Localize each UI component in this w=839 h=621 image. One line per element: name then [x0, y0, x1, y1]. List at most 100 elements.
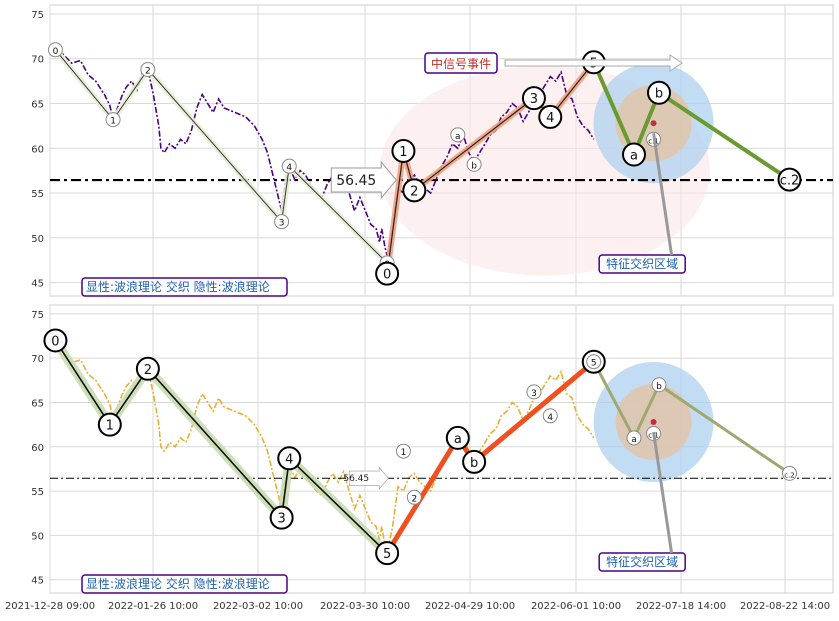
wave-label-1: 1: [401, 448, 407, 458]
wave-label-circle: [391, 138, 416, 163]
wave-label-circle: [450, 127, 466, 143]
wave-label-1: 1: [106, 419, 114, 434]
y-tick-label: 65: [31, 99, 44, 110]
wave-label-a: a: [455, 132, 461, 142]
wave-label-4: 4: [286, 163, 292, 173]
wave-label-circle: [395, 443, 411, 459]
zone-center-dot: [650, 120, 657, 127]
wave-label-2: 2: [145, 66, 151, 76]
x-tick-label: 2022-07-18 14:00: [636, 601, 726, 612]
x-tick-label: 2022-08-22 14:00: [740, 601, 830, 612]
price-series-line: [54, 348, 595, 554]
wave-label-3: 3: [279, 219, 285, 229]
plot-frame: [49, 304, 834, 594]
wave-label-a: a: [630, 149, 638, 164]
wave-line-correction: [592, 361, 791, 475]
wave-label-3: 3: [277, 512, 285, 527]
x-tick-label: 2021-12-28 09:00: [5, 601, 95, 612]
wave-label-5: 5: [591, 359, 597, 369]
wave-label-circle: [269, 505, 294, 530]
wave-label-circle: [43, 328, 68, 353]
y-tick-label: 50: [31, 531, 44, 542]
wave-label-circle: [277, 446, 302, 471]
wave-label-0: 0: [383, 268, 391, 283]
wave-label-5: 5: [383, 547, 391, 562]
y-tick-label: 55: [31, 189, 44, 200]
wave-label-circle: [777, 167, 802, 192]
wave-label-1: 1: [399, 145, 407, 160]
wave-label-circle: [402, 178, 427, 203]
y-tick-label: 75: [31, 10, 44, 21]
wave-line-impulse: [384, 359, 596, 555]
wave-label-circle: [375, 541, 400, 566]
level-arrow-label: 56.45: [343, 474, 369, 484]
wave-label-circle: [140, 61, 156, 77]
wave-label-3: 3: [531, 389, 537, 399]
y-tick-label: 65: [31, 398, 44, 409]
level-arrow-label: 56.45: [336, 173, 376, 189]
x-tick-label: 2022-03-30 10:00: [320, 601, 410, 612]
wave-label-circle: [445, 425, 470, 450]
wave-label-circle: [782, 465, 797, 481]
wave-label-circle: [542, 408, 558, 424]
legend-box: [81, 574, 288, 594]
wave-label-circle: [521, 86, 546, 111]
wave-label-circle: [47, 42, 63, 58]
wave-label-4: 4: [546, 111, 554, 126]
signal-label-text: 中信号事件: [431, 56, 491, 71]
panel-top: 4550556065707556.45012340ab012345abc.1c.…: [31, 4, 834, 297]
x-axis: 2021-12-28 09:00 2022-01-26 10:00 2022-03-…: [5, 601, 830, 612]
zone-label-text: 特征交织区域: [606, 554, 678, 569]
x-tick-label: 2022-04-29 10:00: [425, 601, 515, 612]
wave-label-circle: [466, 156, 482, 172]
zone-label-box: [598, 254, 686, 274]
wave-label-circle: [135, 356, 160, 381]
y-tick-label: 55: [31, 487, 44, 498]
wave-label-b: b: [656, 382, 662, 392]
wave-line-correction: [591, 61, 791, 182]
wave-label-0: 0: [51, 334, 59, 349]
wave-label-1: 1: [110, 117, 116, 127]
signal-label-box: [424, 52, 498, 74]
wave-label-circle: [538, 104, 563, 129]
y-tick-label: 60: [31, 443, 44, 454]
wave-label-circle: [97, 412, 122, 437]
wave-label-b: b: [470, 456, 478, 471]
wave-label-c-2: c.2: [780, 174, 800, 189]
y-tick-label: 45: [31, 279, 44, 290]
wave-label-circle: [375, 261, 400, 286]
zone-pointer: [652, 431, 674, 554]
wave-label-circle: [651, 377, 667, 393]
zone-center-dot: [650, 418, 657, 425]
wave-label-circle: [647, 80, 671, 105]
wave-label-3: 3: [530, 92, 538, 107]
y-tick-label: 50: [31, 234, 44, 245]
wave-label-circle: [274, 214, 290, 230]
wave-label-4: 4: [547, 413, 553, 423]
legend-text: 显性:波浪理论 交织 隐性:波浪理论: [86, 576, 270, 591]
wave-label-c-2: c.2: [784, 471, 795, 479]
y-tick-label: 45: [31, 576, 44, 587]
y-tick-label: 70: [31, 354, 44, 365]
wave-label-circle: [621, 142, 646, 167]
wave-label-a: a: [631, 435, 637, 445]
legend-text: 显性:波浪理论 交织 隐性:波浪理论: [86, 279, 270, 294]
y-tick-label: 70: [31, 55, 44, 66]
wave-line-primary: [55, 49, 388, 264]
wave-label-2: 2: [410, 184, 418, 199]
x-tick-label: 2022-01-26 10:00: [108, 601, 198, 612]
level-arrow-shape: [348, 466, 389, 490]
wave-label-b: b: [655, 87, 663, 102]
x-tick-label: 2022-06-01 10:00: [531, 601, 621, 612]
y-tick-label: 75: [31, 310, 44, 321]
wave-label-circle: [406, 489, 422, 505]
wave-label-circle: [586, 354, 602, 370]
wave-label-circle: [281, 158, 297, 174]
wave-label-circle: [105, 112, 121, 128]
wave-label-circle: [462, 449, 487, 474]
wave-label-4: 4: [285, 452, 293, 467]
zone-pointer: [652, 132, 674, 256]
level-arrow-shape: [330, 160, 397, 200]
wave-label-b: b: [471, 161, 477, 171]
